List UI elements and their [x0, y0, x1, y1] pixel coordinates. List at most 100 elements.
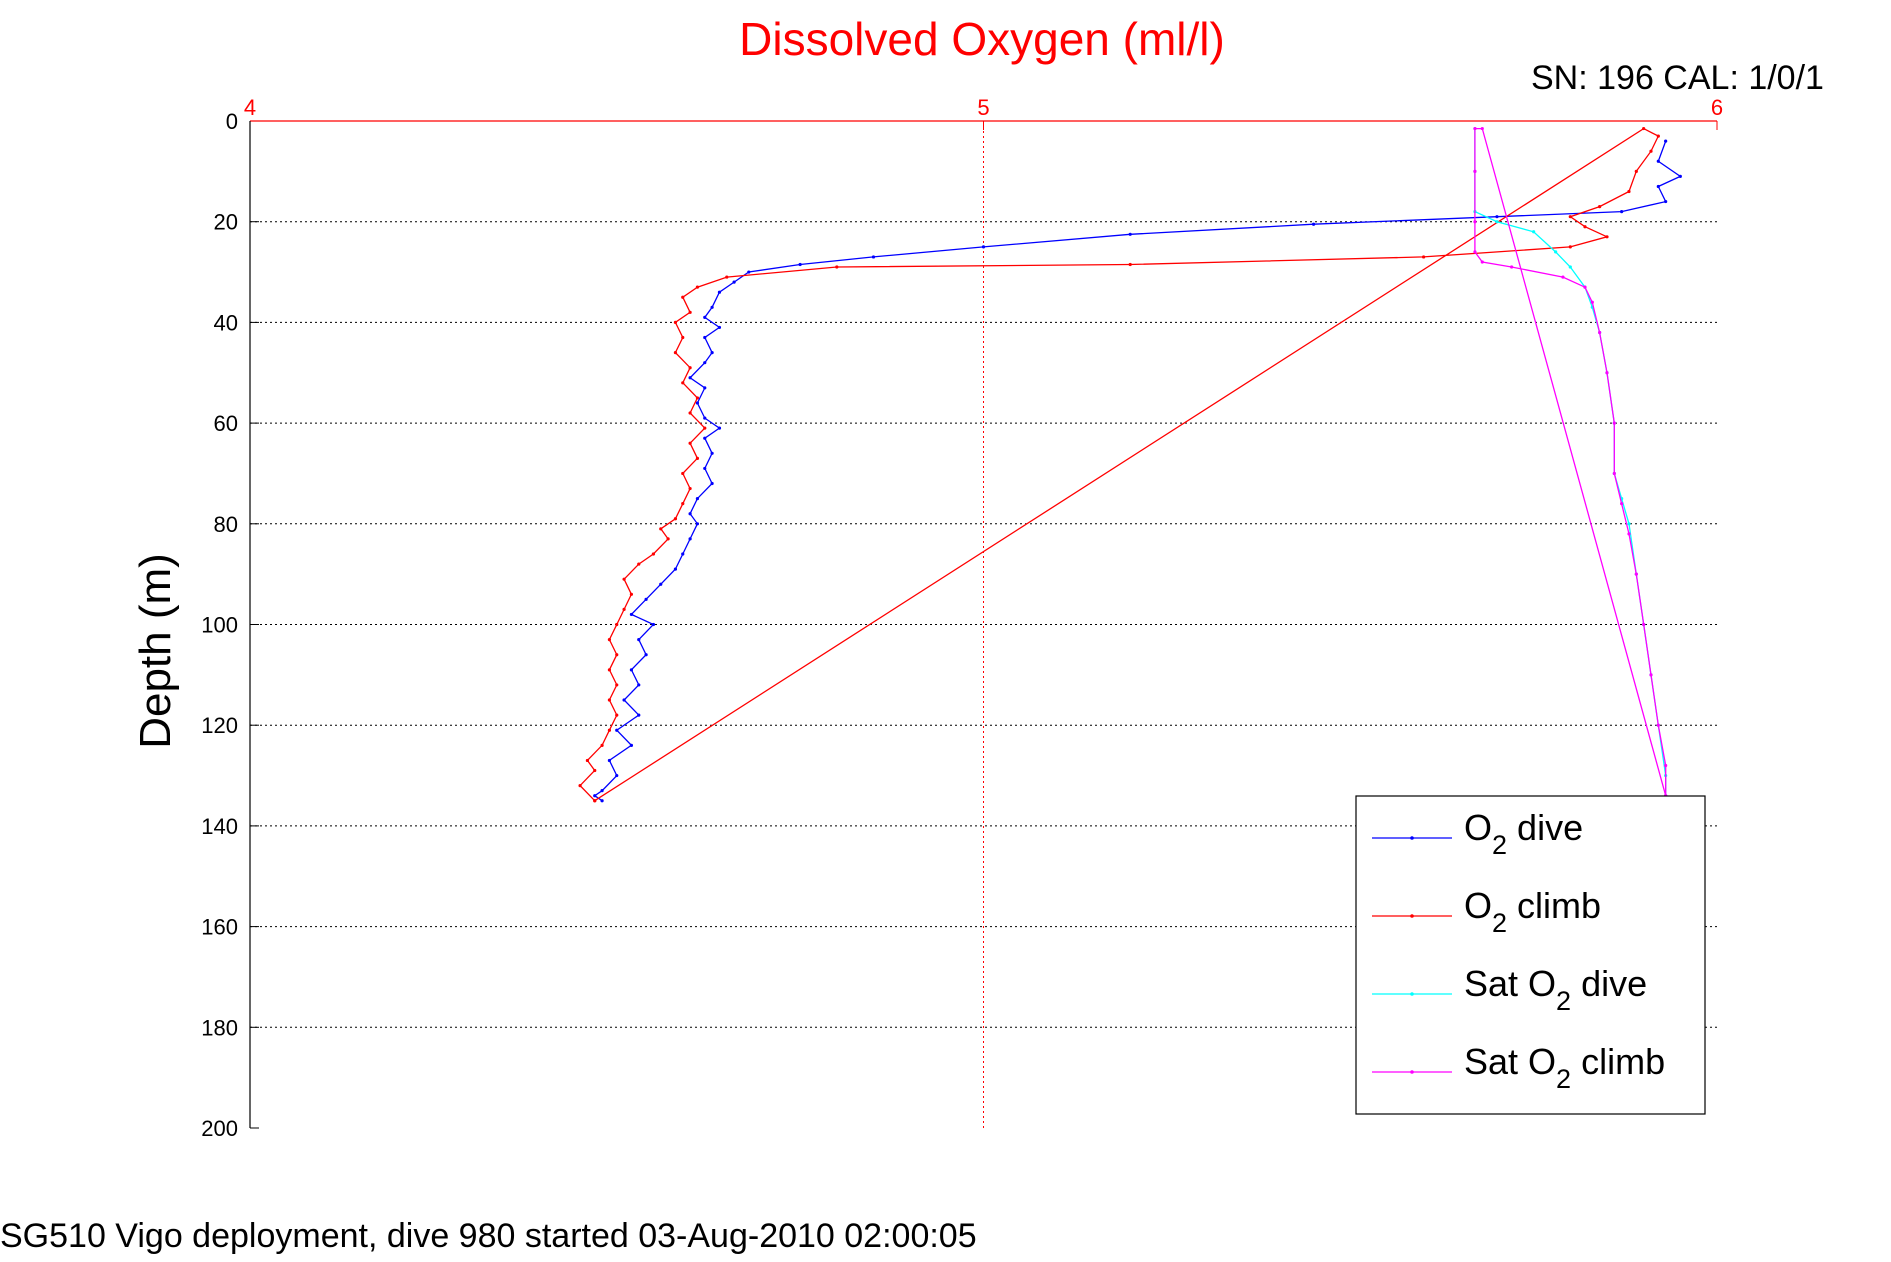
data-point: [651, 552, 656, 556]
legend-box: [1355, 795, 1706, 1115]
data-point: [600, 789, 604, 793]
data-point: [629, 743, 634, 747]
legend-label: O2 climb: [1464, 885, 1601, 938]
data-point: [710, 481, 714, 486]
data-point: [703, 416, 707, 420]
data-point: [615, 713, 619, 717]
data-point: [593, 794, 597, 798]
data-point: [1311, 222, 1316, 226]
data-point: [607, 668, 612, 672]
data-point: [615, 622, 619, 627]
data-point: [659, 527, 663, 531]
data-point: [703, 315, 707, 319]
data-point: [629, 592, 634, 596]
data-point: [1568, 245, 1572, 249]
data-point: [607, 698, 612, 702]
x-tick-label: 4: [244, 95, 256, 120]
data-point: [615, 683, 619, 687]
y-tick-label: 160: [201, 915, 238, 940]
data-point: [1473, 169, 1477, 173]
data-point: [681, 502, 685, 506]
axes-layer: [249, 120, 1718, 1129]
legend-marker: [1410, 1070, 1414, 1074]
data-point: [637, 713, 641, 717]
data-point: [703, 466, 707, 471]
data-point: [1634, 169, 1638, 173]
data-point: [688, 411, 692, 415]
data-point: [1634, 572, 1638, 576]
data-point: [688, 376, 692, 380]
data-point: [1598, 330, 1602, 335]
data-point: [1473, 126, 1477, 131]
data-point: [703, 335, 707, 340]
legend-entry: Sat O2 climb: [1372, 1041, 1665, 1094]
data-point: [981, 245, 986, 249]
y-tick-label: 120: [201, 713, 238, 738]
series-3: [1473, 126, 1668, 798]
series-layer: [578, 126, 1682, 803]
data-point: [1422, 255, 1426, 259]
data-point: [585, 758, 590, 763]
y-tick-label: 60: [214, 411, 238, 436]
data-point: [1627, 532, 1631, 536]
data-point: [695, 401, 700, 405]
data-point: [1128, 232, 1132, 236]
y-axis-label: Depth (m): [131, 553, 180, 749]
data-point: [1605, 371, 1609, 375]
serial-annotation: SN: 196 CAL: 1/0/1: [1531, 59, 1824, 97]
data-point: [1128, 262, 1132, 267]
x-tick-label: 6: [1711, 95, 1723, 120]
data-point: [600, 743, 604, 747]
data-point: [673, 517, 678, 521]
legend-marker: [1410, 836, 1414, 840]
data-point: [1664, 763, 1668, 768]
chart-title: Dissolved Oxygen (ml/l): [739, 13, 1225, 65]
legend-marker: [1410, 992, 1414, 996]
data-point: [1532, 230, 1536, 234]
data-point: [1656, 159, 1660, 163]
data-point: [1627, 522, 1631, 526]
data-point: [673, 320, 678, 324]
data-point: [1583, 225, 1587, 229]
data-point: [1656, 134, 1660, 138]
data-point: [1627, 189, 1631, 194]
data-point: [732, 280, 736, 284]
data-point: [695, 396, 700, 400]
data-point: [637, 562, 641, 566]
data-point: [703, 436, 707, 440]
series-line: [593, 140, 1682, 802]
data-point: [637, 638, 641, 642]
data-point: [695, 456, 700, 460]
data-point: [1480, 126, 1484, 131]
data-point: [644, 597, 648, 601]
data-point: [710, 451, 714, 455]
data-point: [725, 275, 729, 279]
data-point: [703, 361, 707, 365]
legend-label: O2 dive: [1464, 807, 1583, 860]
series-line: [1474, 128, 1667, 796]
data-point: [681, 295, 685, 299]
legend-entry: Sat O2 dive: [1372, 963, 1647, 1016]
data-point: [1473, 220, 1477, 224]
y-tick-label: 140: [201, 814, 238, 839]
data-point: [747, 270, 751, 274]
data-point: [1664, 139, 1668, 143]
data-point: [637, 683, 641, 687]
legend-marker: [1410, 914, 1414, 918]
data-point: [681, 552, 685, 556]
data-point: [615, 653, 619, 657]
data-point: [1598, 204, 1602, 209]
data-point: [1495, 220, 1499, 224]
data-point: [681, 471, 685, 476]
series-0: [593, 139, 1682, 803]
tick-label-layer: 0 20 40 60 80 100 120 140 160 180 200 4 5 6: [201, 95, 1723, 1141]
data-point: [1620, 502, 1624, 506]
data-point: [629, 668, 634, 672]
data-point: [1480, 260, 1484, 264]
data-point: [835, 265, 839, 269]
data-point: [1495, 215, 1499, 219]
data-point: [1510, 265, 1514, 269]
data-point: [629, 612, 634, 617]
series-line: [579, 127, 1660, 802]
data-point: [688, 486, 692, 491]
